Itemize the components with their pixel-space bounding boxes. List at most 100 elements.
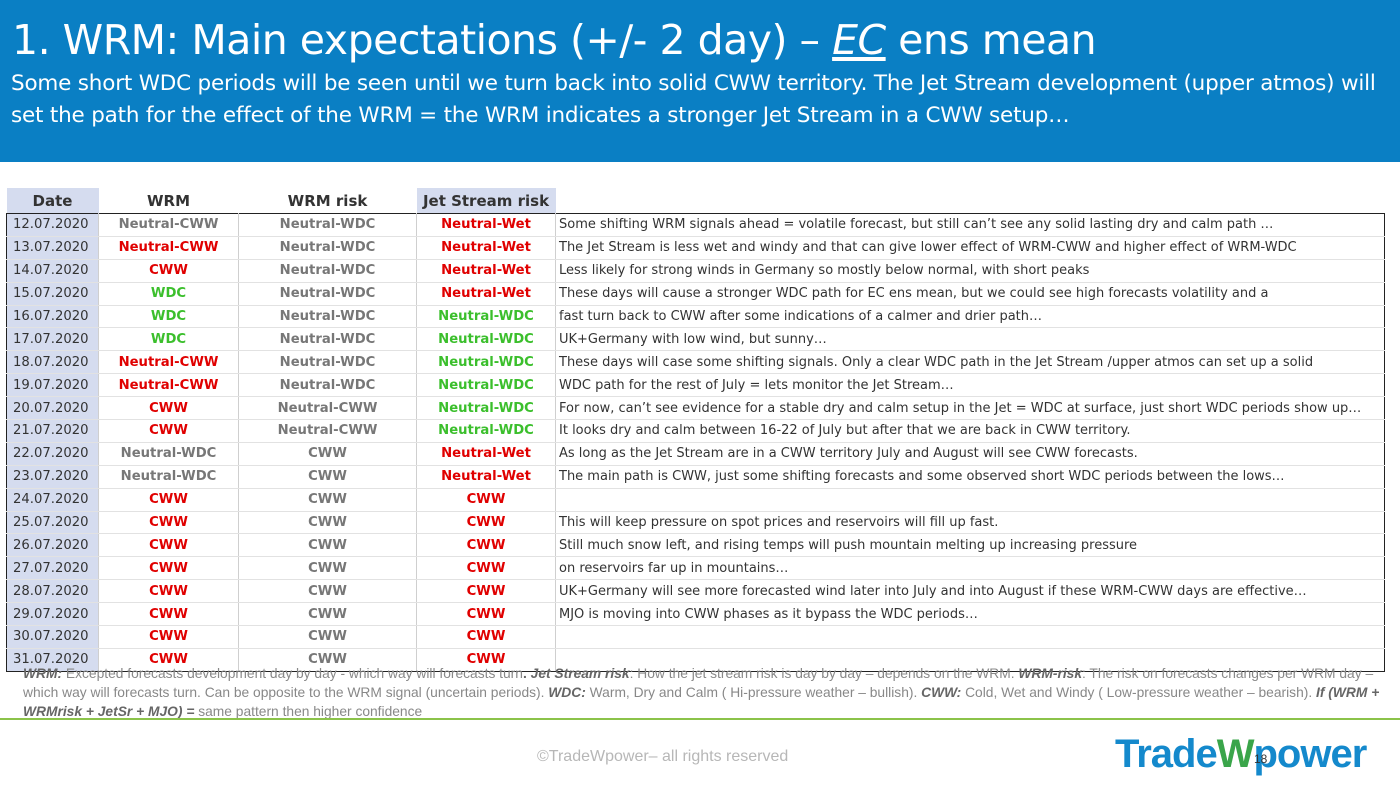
cell-jet-stream-risk: CWW xyxy=(416,625,556,649)
cell-date: 30.07.2020 xyxy=(6,625,99,649)
cell-wrm-risk: Neutral-WDC xyxy=(238,350,417,375)
cell-jet-stream-risk: CWW xyxy=(416,511,556,535)
cell-wrm: CWW xyxy=(98,419,239,443)
cell-wrm: Neutral-WDC xyxy=(98,465,239,489)
cell-comment: Some shifting WRM signals ahead = volati… xyxy=(555,213,1385,237)
cell-date: 22.07.2020 xyxy=(6,441,99,466)
cell-wrm: WDC xyxy=(98,327,239,352)
cell-jet-stream-risk: Neutral-Wet xyxy=(416,213,556,237)
cell-wrm: Neutral-WDC xyxy=(98,441,239,466)
col-header-jet-stream-risk: Jet Stream risk xyxy=(416,188,556,214)
cell-date: 16.07.2020 xyxy=(6,305,99,329)
logo-part-trade: Trade xyxy=(1115,732,1218,776)
note-wdc-text: Warm, Dry and Calm ( Hi-pressure weather… xyxy=(585,685,922,700)
cell-wrm-risk: Neutral-CWW xyxy=(238,419,417,443)
cell-date: 19.07.2020 xyxy=(6,373,99,398)
table-row: 13.07.2020 Neutral-CWW Neutral-WDC Neutral-… xyxy=(6,236,1385,260)
page-number: 18 xyxy=(1254,752,1268,766)
slide-title: 1. WRM: Main expectations (+/- 2 day) – … xyxy=(12,16,1097,64)
cell-comment: As long as the Jet Stream are in a CWW t… xyxy=(555,441,1385,466)
cell-comment: It looks dry and calm between 16-22 of J… xyxy=(555,419,1385,443)
cell-date: 13.07.2020 xyxy=(6,236,99,260)
cell-comment: Still much snow left, and rising temps w… xyxy=(555,533,1385,558)
table-row: 21.07.2020 CWW Neutral-CWW Neutral-WDC It lo… xyxy=(6,419,1385,443)
cell-wrm-risk: Neutral-WDC xyxy=(238,305,417,329)
cell-jet-stream-risk: Neutral-Wet xyxy=(416,441,556,466)
table-row: 27.07.2020 CWW CWW CWW on reservoirs far up … xyxy=(6,556,1385,581)
note-risk-text: : The risk on forecasts changes per WRM … xyxy=(23,666,1374,700)
cell-jet-stream-risk: Neutral-WDC xyxy=(416,396,556,421)
cell-comment: WDC path for the rest of July = lets mon… xyxy=(555,373,1385,398)
tradewpower-logo: TradeWpower xyxy=(1115,732,1367,777)
cell-wrm-risk: CWW xyxy=(238,441,417,466)
cell-date: 29.07.2020 xyxy=(6,602,99,627)
note-cww-text: Cold, Wet and Windy ( Low-pressure weath… xyxy=(961,685,1317,700)
cell-jet-stream-risk: Neutral-WDC xyxy=(416,419,556,443)
slide-subtitle: Some short WDC periods will be seen unti… xyxy=(11,71,1376,128)
cell-comment: MJO is moving into CWW phases as it bypa… xyxy=(555,602,1385,627)
cell-wrm: CWW xyxy=(98,488,239,512)
cell-wrm: Neutral-CWW xyxy=(98,213,239,237)
cell-wrm-risk: Neutral-WDC xyxy=(238,281,417,306)
note-risk-label: WRM-risk xyxy=(1018,666,1082,681)
logo-part-power: power xyxy=(1253,732,1367,776)
cell-date: 12.07.2020 xyxy=(6,213,99,237)
table-row: 22.07.2020 Neutral-WDC CWW Neutral-Wet As lo… xyxy=(6,441,1385,466)
cell-date: 23.07.2020 xyxy=(6,465,99,489)
table-row: 12.07.2020 Neutral-CWW Neutral-WDC Neutral-… xyxy=(6,213,1385,237)
cell-jet-stream-risk: CWW xyxy=(416,648,556,672)
cell-comment: UK+Germany will see more forecasted wind… xyxy=(555,579,1385,604)
table-row: 18.07.2020 Neutral-CWW Neutral-WDC Neutral-… xyxy=(6,350,1385,375)
slide-header: 1. WRM: Main expectations (+/- 2 day) – … xyxy=(0,0,1400,162)
cell-date: 28.07.2020 xyxy=(6,579,99,604)
cell-date: 17.07.2020 xyxy=(6,327,99,352)
cell-wrm-risk: CWW xyxy=(238,511,417,535)
forecast-table: Date WRM WRM risk Jet Stream risk 12.07.… xyxy=(6,188,1385,672)
cell-wrm-risk: Neutral-WDC xyxy=(238,373,417,398)
cell-wrm: CWW xyxy=(98,648,239,672)
cell-wrm: CWW xyxy=(98,511,239,535)
note-cww-label: CWW: xyxy=(921,685,962,700)
cell-wrm: WDC xyxy=(98,281,239,306)
note-if-text: same pattern then higher confidence xyxy=(194,704,423,719)
table-row: 26.07.2020 CWW CWW CWW Still much snow left,… xyxy=(6,533,1385,558)
cell-date: 24.07.2020 xyxy=(6,488,99,512)
table-header-row: Date WRM WRM risk Jet Stream risk xyxy=(6,188,1385,214)
cell-jet-stream-risk: CWW xyxy=(416,488,556,512)
cell-jet-stream-risk: Neutral-Wet xyxy=(416,465,556,489)
footnote-legend: WRM: Excepted forecasts development day … xyxy=(23,664,1383,721)
note-wdc-label: WDC: xyxy=(548,685,586,700)
col-header-date: Date xyxy=(6,188,99,214)
cell-date: 21.07.2020 xyxy=(6,419,99,443)
note-jet-label: Jet Stream risk xyxy=(526,666,630,681)
note-if-label: If (WRM + WRMrisk + JetSr + MJO) = xyxy=(23,685,1380,719)
table-row: 28.07.2020 CWW CWW CWW UK+Germany will see m… xyxy=(6,579,1385,604)
title-ec-link[interactable]: EC xyxy=(832,16,886,64)
footer-divider xyxy=(0,718,1400,720)
note-wrm-label: WRM: xyxy=(23,666,63,681)
cell-wrm-risk: CWW xyxy=(238,625,417,649)
cell-date: 27.07.2020 xyxy=(6,556,99,581)
cell-wrm-risk: Neutral-WDC xyxy=(238,327,417,352)
col-header-comment xyxy=(555,188,1385,214)
cell-comment: These days will cause a stronger WDC pat… xyxy=(555,281,1385,306)
table-row: 23.07.2020 Neutral-WDC CWW Neutral-Wet The m… xyxy=(6,465,1385,489)
cell-comment: This will keep pressure on spot prices a… xyxy=(555,511,1385,535)
cell-wrm-risk: Neutral-WDC xyxy=(238,236,417,260)
cell-jet-stream-risk: Neutral-Wet xyxy=(416,259,556,283)
table-row: 24.07.2020 CWW CWW CWW xyxy=(6,488,1385,512)
note-wrm-text: Excepted forecasts development day by da… xyxy=(62,666,523,681)
cell-wrm: CWW xyxy=(98,625,239,649)
cell-comment: These days will case some shifting signa… xyxy=(555,350,1385,375)
cell-wrm: Neutral-CWW xyxy=(98,236,239,260)
cell-wrm-risk: Neutral-WDC xyxy=(238,213,417,237)
note-jet-text: : How the jet stream risk is day by day … xyxy=(629,666,1019,681)
table-body: 12.07.2020 Neutral-CWW Neutral-WDC Neutral-… xyxy=(6,213,1385,672)
cell-comment: fast turn back to CWW after some indicat… xyxy=(555,305,1385,329)
cell-jet-stream-risk: CWW xyxy=(416,602,556,627)
cell-comment: on reservoirs far up in mountains… xyxy=(555,556,1385,581)
cell-comment xyxy=(555,488,1385,512)
cell-jet-stream-risk: Neutral-WDC xyxy=(416,305,556,329)
cell-wrm: Neutral-CWW xyxy=(98,350,239,375)
table-row: 14.07.2020 CWW Neutral-WDC Neutral-Wet Less … xyxy=(6,259,1385,283)
